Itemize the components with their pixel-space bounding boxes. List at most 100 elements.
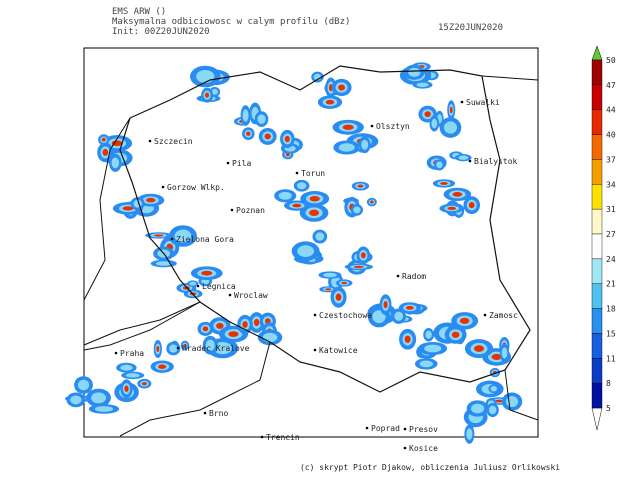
city-label: Czestochowa: [319, 311, 372, 320]
city-label: Legnica: [202, 282, 236, 291]
echo-red: [335, 293, 342, 301]
colorbar-segment: [591, 258, 603, 284]
colorbar-label: 8: [606, 379, 611, 388]
city-label: Hradec Kralove: [182, 344, 250, 353]
border: [481, 75, 539, 81]
map: Szczecin Gorzow Wlkp. Pila Poznan Zielona Go…: [65, 47, 539, 453]
city-label: Torun: [301, 169, 325, 178]
echo-cyan: [120, 364, 133, 371]
echo-red: [491, 353, 502, 360]
city-dot: [396, 274, 400, 278]
city-dot: [460, 100, 464, 104]
echo-red: [122, 206, 134, 211]
echo-red: [353, 265, 364, 268]
echo-red: [253, 318, 260, 327]
echo-red: [468, 202, 475, 209]
city-dot: [468, 159, 472, 163]
echo-red: [102, 148, 109, 156]
city-label: Bialystok: [474, 157, 518, 166]
echo-cyan: [196, 70, 215, 83]
echo-red: [141, 381, 147, 386]
city-label: Poprad: [371, 424, 400, 433]
echo-red: [424, 111, 431, 118]
echo-red: [459, 317, 470, 324]
colorbar-segment: [591, 308, 603, 334]
city-dot: [260, 435, 264, 439]
city-dot: [148, 139, 152, 143]
colorbar-segment: [591, 382, 603, 409]
echo-cyan: [419, 360, 434, 368]
city-dot: [203, 411, 207, 415]
colorbar-label: 5: [606, 404, 611, 413]
valid-time: 15Z20JUN2020: [438, 23, 503, 33]
echo-cyan: [338, 143, 355, 152]
echo-cyan: [488, 405, 497, 415]
colorbar-segment: [591, 109, 603, 135]
echo-cyan: [211, 88, 218, 95]
colorbar: 50 47 44 40 37 34 31 27 24 21 18 15 11 8 5: [591, 45, 616, 431]
city-dot: [170, 237, 174, 241]
echo-red: [183, 343, 187, 348]
echo-red: [383, 301, 388, 309]
colorbar-label: 47: [606, 81, 616, 90]
city-dot: [176, 346, 180, 350]
border: [83, 301, 201, 351]
echo-red: [242, 321, 248, 328]
echo-red: [404, 335, 411, 343]
city-label: Pila: [232, 159, 251, 168]
echo-cyan: [125, 373, 140, 378]
echo-red: [124, 385, 129, 393]
echo-red: [285, 152, 290, 157]
border: [83, 117, 131, 301]
city-label: Olsztyn: [376, 122, 410, 131]
echo-cyan: [408, 67, 421, 77]
echo-cyan: [77, 379, 90, 391]
echo-cyan: [278, 191, 292, 200]
echo-red: [449, 106, 453, 114]
echo-cyan: [443, 121, 457, 134]
echo-red: [101, 137, 106, 142]
echo-red: [370, 200, 374, 204]
city-dot: [483, 313, 487, 317]
echo-red: [309, 209, 320, 216]
colorbar-label: 44: [606, 106, 616, 115]
echo-red: [447, 206, 457, 211]
echo-cyan: [323, 272, 337, 278]
border: [83, 301, 201, 346]
echo-red: [264, 133, 271, 140]
city-label: Szczecin: [154, 137, 193, 146]
echo-red: [201, 270, 213, 276]
border: [119, 341, 271, 437]
colorbar-label: 31: [606, 205, 616, 214]
city-dot: [114, 351, 118, 355]
city-label: Gorzow Wlkp.: [167, 183, 225, 192]
init-time: Init: 00Z20JUN2020: [112, 27, 210, 37]
city-dot: [365, 426, 369, 430]
echo-red: [111, 140, 123, 147]
colorbar-segment: [591, 333, 603, 359]
colorbar-segment: [591, 233, 603, 260]
echo-cyan: [91, 392, 107, 404]
credits: (c) skrypt Piotr Djakow, obliczenia Juli…: [300, 463, 560, 472]
city-label: Katowice: [319, 346, 358, 355]
echo-red: [158, 364, 167, 369]
echo-red: [474, 345, 484, 352]
echo-cyan: [315, 232, 325, 241]
echo-cyan: [155, 261, 172, 266]
echo-red: [440, 182, 448, 185]
city-label: Brno: [209, 409, 228, 418]
echo-cyan: [169, 344, 178, 353]
city-label: Kosice: [409, 444, 438, 453]
cities: Szczecin Gorzow Wlkp. Pila Poznan Zielona Go…: [114, 98, 518, 453]
colorbar-label: 40: [606, 131, 616, 140]
echo-red: [342, 124, 354, 130]
echo-red: [405, 305, 414, 310]
city-dot: [226, 161, 230, 165]
colorbar-label: 34: [606, 180, 616, 189]
echo-cyan: [242, 109, 249, 122]
echo-cyan: [174, 229, 192, 243]
city-dot: [403, 427, 407, 431]
echoes: [65, 62, 523, 444]
echo-cyan: [394, 311, 404, 321]
echo-red: [325, 99, 335, 105]
